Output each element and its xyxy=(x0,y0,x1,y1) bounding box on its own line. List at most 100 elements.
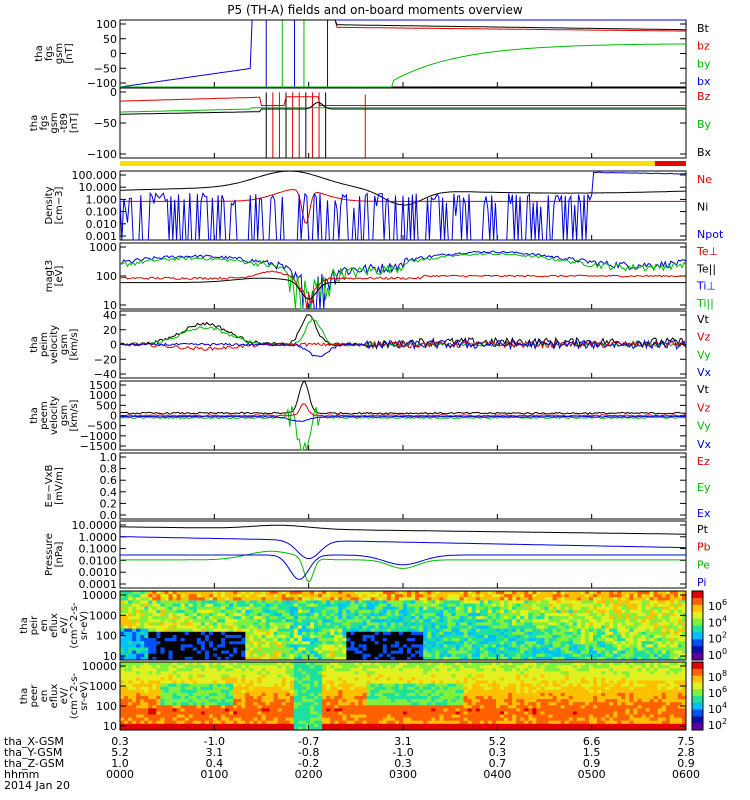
y-tick-label: −500 xyxy=(87,420,117,433)
y-tick-label: 0 xyxy=(110,339,117,352)
ephemeris-value: 0200 xyxy=(295,768,323,781)
y-tick-label: 40 xyxy=(103,309,117,322)
series-by xyxy=(120,43,686,88)
ephemeris-value: 1.5 xyxy=(583,746,601,759)
series-vz xyxy=(119,403,687,417)
y-tick-label: 100 xyxy=(96,270,117,283)
ephemeris-row-label: tha_Y-GSM xyxy=(4,746,62,759)
legend-entry: Ey xyxy=(697,481,711,494)
colorbar-swatch xyxy=(692,723,703,731)
ephemeris-value: -0.8 xyxy=(298,746,319,759)
y-axis-label-line: Density xyxy=(44,186,55,224)
y-axis-label-line: gsm xyxy=(54,43,65,64)
ephemeris-value: 0100 xyxy=(200,768,228,781)
y-axis-label-line: sr-eV) xyxy=(79,611,90,640)
ephemeris-value: 3.1 xyxy=(394,735,412,748)
y-axis-label-line: [mV/m] xyxy=(54,467,65,505)
y-axis-label-line: [cm−3] xyxy=(54,187,65,225)
ephemeris-value: -1.0 xyxy=(204,735,225,748)
y-axis-label-line: tha xyxy=(29,407,40,423)
y-tick-label: 50 xyxy=(103,33,117,46)
series-vx xyxy=(119,338,687,358)
y-axis-label-line: tha xyxy=(19,688,30,704)
y-tick-label: 0.0010 xyxy=(79,566,118,579)
y-axis-label-line: gsm xyxy=(59,334,70,355)
y-tick-label: 0.2 xyxy=(100,497,118,510)
y-axis-label-line: [km/s] xyxy=(69,399,80,431)
y-tick-label: 1000 xyxy=(89,241,117,254)
y-tick-label: 1000 xyxy=(89,389,117,402)
colorbar-swatch xyxy=(692,618,703,626)
y-axis-label-line: peir xyxy=(29,615,40,635)
y-tick-label: 10 xyxy=(103,299,117,312)
status-bar-yellow xyxy=(120,161,655,166)
ephemeris-value: -0.7 xyxy=(298,735,319,748)
y-axis-label-line: eflux xyxy=(49,684,60,709)
ephemeris-value: 2.8 xyxy=(677,746,695,759)
legend-entry: Ti|| xyxy=(696,297,714,310)
colorbar-swatch xyxy=(692,604,703,613)
legend-entry: Bz xyxy=(697,90,711,103)
y-axis-label: tha peir en eflux eV/(cm^2-s-sr-eV) xyxy=(19,602,90,649)
ephemeris-value: 5.2 xyxy=(489,735,507,748)
series-vt xyxy=(119,314,687,350)
legend-entry: Pb xyxy=(697,541,711,554)
y-axis-label-line: en xyxy=(39,690,50,703)
y-tick-label: 0 xyxy=(110,410,117,423)
colorbar-tick-label: 102 xyxy=(708,717,727,732)
y-axis-label-line: -t89 xyxy=(59,113,70,133)
colorbar-swatch xyxy=(692,653,703,661)
y-axis-label: magt3 [eV] xyxy=(44,260,65,293)
y-tick-label: 1.0 xyxy=(100,451,118,464)
y-tick-label: 1.000 xyxy=(86,193,118,206)
y-axis-label-line: Pressure xyxy=(44,533,55,576)
ephemeris-value: 7.5 xyxy=(677,735,695,748)
y-axis-label-line: velocity xyxy=(49,325,60,364)
colorbar-tick-label: 100 xyxy=(708,647,727,662)
series-ti-par xyxy=(119,252,687,310)
y-axis-label-line: [km/s] xyxy=(69,328,80,360)
y-axis-label: tha peem velocity gsm [km/s] xyxy=(29,396,80,435)
ephemeris-value: 0.9 xyxy=(583,757,601,770)
colorbar-swatch xyxy=(692,597,703,606)
y-axis-label: Density [cm−3] xyxy=(44,186,65,224)
y-tick-label: 20 xyxy=(103,324,117,337)
y-tick-label: 10000 xyxy=(82,589,117,602)
y-tick-label: 100.000 xyxy=(72,169,118,182)
y-tick-label: 0 xyxy=(110,48,117,61)
y-tick-label: 0.0 xyxy=(100,509,118,522)
y-axis-label-line: [eV] xyxy=(54,266,65,287)
y-axis-label-line: [nPa] xyxy=(54,541,65,567)
y-axis-label-line: [nT] xyxy=(69,113,80,133)
y-tick-label: 0.100 xyxy=(86,206,118,219)
y-tick-label: 0.8 xyxy=(100,463,118,476)
colorbar-swatch xyxy=(692,696,703,704)
y-tick-label: 10000 xyxy=(82,660,117,673)
series-by xyxy=(119,107,686,113)
legend-entry: bz xyxy=(697,40,710,53)
legend-entry: by xyxy=(697,57,711,70)
ephemeris-row-label: tha_Z-GSM xyxy=(4,757,64,770)
colorbar-swatch xyxy=(692,625,703,633)
legend-entry: Ez xyxy=(697,455,710,468)
y-tick-label: 0.010 xyxy=(86,218,118,231)
y-tick-label: 10 xyxy=(103,650,117,663)
y-tick-label: 1000 xyxy=(89,680,117,693)
ephemeris-value: 0.9 xyxy=(677,757,695,770)
y-tick-label: −20 xyxy=(94,353,117,366)
y-axis-label: tha fgs gsm [nT] xyxy=(34,43,75,64)
legend-entry: Ni xyxy=(697,201,708,214)
y-axis-label-line: tha xyxy=(29,336,40,352)
ephemeris-value: -0.2 xyxy=(298,757,319,770)
y-tick-label: −1500 xyxy=(80,440,117,453)
legend-entry: Vz xyxy=(697,331,711,344)
status-bar xyxy=(120,161,686,166)
colorbar xyxy=(691,590,704,661)
series-vt xyxy=(119,380,687,415)
y-axis-label-line: (cm^2-s- xyxy=(69,602,80,649)
legend-entry: Vy xyxy=(697,348,711,361)
y-axis-label-line: tha xyxy=(19,617,30,633)
series-vx xyxy=(119,415,687,422)
